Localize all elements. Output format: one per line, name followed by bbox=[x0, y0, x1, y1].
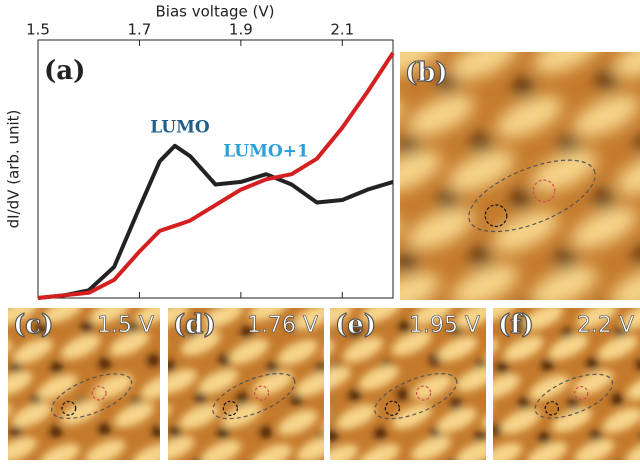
dark-spot bbox=[542, 359, 554, 371]
panel-caption: 1.5 V bbox=[97, 313, 154, 338]
bright-spot bbox=[336, 260, 383, 296]
bright-spot bbox=[222, 262, 269, 298]
dark-spot bbox=[597, 71, 617, 91]
dark-spot bbox=[8, 286, 20, 298]
panel-label: (d) bbox=[173, 310, 216, 340]
series-line bbox=[38, 53, 393, 298]
bright-spot bbox=[267, 258, 314, 294]
dark-spot bbox=[553, 20, 573, 40]
image-panels: (b) (c) 1.5 V (d) 1.76 V (e) 1.95 V (f) 2.2 V bbox=[0, 0, 640, 460]
plot-frame bbox=[38, 40, 393, 298]
dark-spot bbox=[280, 286, 292, 298]
x-tick-label: 1.5 bbox=[26, 21, 50, 39]
dark-spot bbox=[331, 289, 343, 301]
panel-caption: 2.2 V bbox=[577, 313, 634, 338]
dark-spot bbox=[471, 133, 491, 153]
figure: Bias voltage (V) dI/dV (arb. unit) (a) L… bbox=[0, 0, 640, 460]
dark-spot bbox=[438, 189, 458, 209]
bright-spot bbox=[170, 265, 217, 301]
dark-spot bbox=[518, 397, 530, 409]
bright-spot bbox=[408, 0, 487, 29]
dark-spot bbox=[310, 21, 330, 41]
dark-spot bbox=[10, 426, 22, 438]
dark-spot bbox=[264, 291, 276, 303]
dark-spot bbox=[236, 392, 248, 404]
dark-spot bbox=[99, 423, 111, 435]
dark-spot bbox=[471, 247, 491, 267]
x-tick-label: 1.9 bbox=[229, 21, 253, 39]
bright-spot bbox=[17, 260, 64, 296]
dark-spot bbox=[217, 427, 229, 439]
dark-spot bbox=[51, 362, 63, 374]
bright-spot bbox=[239, 257, 286, 293]
dark-spot bbox=[212, 294, 224, 306]
panel-label: (f) bbox=[498, 310, 534, 340]
dark-spot bbox=[152, 289, 164, 301]
bright-spot bbox=[484, 0, 563, 31]
dark-spot bbox=[514, 77, 534, 97]
x-tick-label: 2.1 bbox=[330, 21, 354, 39]
dark-spot bbox=[556, 249, 576, 269]
dark-spot bbox=[81, 321, 93, 333]
annotation: LUMO+1 bbox=[223, 142, 309, 162]
bright-spot bbox=[0, 258, 14, 294]
dark-spot bbox=[538, 432, 550, 444]
series-line bbox=[38, 146, 393, 298]
panel-caption: 1.76 V bbox=[247, 313, 318, 338]
dark-spot bbox=[397, 253, 417, 273]
dark-spot bbox=[195, 392, 207, 404]
dark-spot bbox=[162, 293, 174, 305]
panel-caption: 1.95 V bbox=[409, 313, 480, 338]
dark-spot bbox=[611, 393, 623, 405]
dark-spot bbox=[378, 289, 390, 301]
dark-spot bbox=[107, 290, 119, 302]
bright-spot bbox=[568, 0, 640, 29]
dark-spot bbox=[120, 293, 132, 305]
dark-spot bbox=[497, 362, 509, 374]
panel-label: (c) bbox=[13, 310, 53, 340]
bright-spot bbox=[330, 88, 409, 147]
x-tick-label: 1.7 bbox=[127, 21, 151, 39]
dark-spot bbox=[450, 398, 462, 410]
dark-spot bbox=[349, 389, 361, 401]
y-axis-label: dI/dV (arb. unit) bbox=[5, 110, 23, 229]
bright-spot bbox=[289, 261, 336, 297]
dark-spot bbox=[309, 286, 321, 298]
dark-spot bbox=[594, 189, 614, 209]
dark-spot bbox=[477, 17, 497, 37]
bright-spot bbox=[121, 264, 168, 300]
dark-spot bbox=[586, 358, 598, 370]
panel-label: (e) bbox=[335, 310, 376, 340]
dark-spot bbox=[397, 388, 409, 400]
dark-spot bbox=[99, 358, 111, 370]
x-axis-label: Bias voltage (V) bbox=[155, 3, 274, 21]
panel-label: (b) bbox=[405, 58, 448, 88]
image-panel bbox=[241, 0, 640, 331]
annotation: LUMO bbox=[150, 118, 210, 138]
dark-spot bbox=[148, 354, 160, 366]
dark-spot bbox=[393, 14, 413, 34]
dark-spot bbox=[50, 426, 62, 438]
dark-spot bbox=[374, 428, 386, 440]
dark-spot bbox=[326, 430, 338, 442]
dark-spot bbox=[152, 426, 164, 438]
bright-spot bbox=[287, 29, 366, 88]
panel-label: (a) bbox=[44, 56, 85, 86]
dark-spot bbox=[260, 426, 272, 438]
dark-spot bbox=[163, 360, 175, 372]
dark-spot bbox=[512, 189, 532, 209]
bright-spot bbox=[328, 205, 407, 264]
